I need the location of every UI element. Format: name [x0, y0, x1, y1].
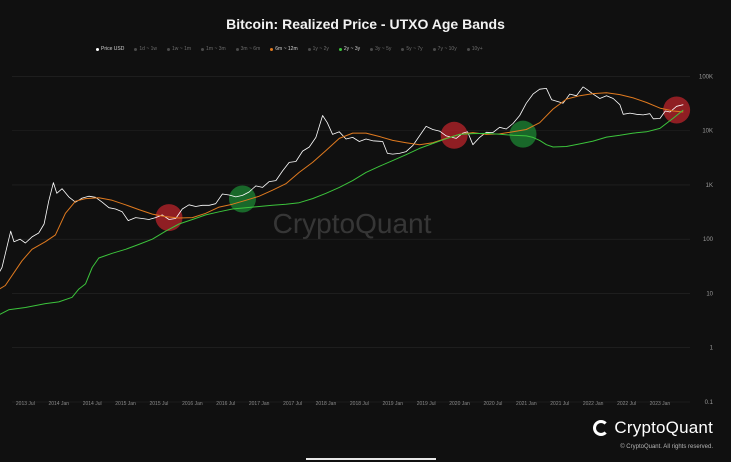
legend-item[interactable]: 3m ~ 6m: [235, 44, 261, 54]
x-tick-label: 2017 Jul: [283, 401, 302, 407]
x-tick-label: 2021 Jul: [550, 401, 569, 407]
x-tick-label: 2022 Jan: [583, 401, 604, 407]
legend-item[interactable]: 3y ~ 5y: [370, 44, 391, 54]
chart-legend: Price USD 1d ~ 1w 1w ~ 1m 1m ~ 3m 3m ~ 6m 6m …: [96, 44, 656, 54]
highlight-circle-green: [509, 120, 537, 148]
legend-item[interactable]: 1d ~ 1w: [134, 44, 157, 54]
copyright: © CryptoQuant. All rights reserved.: [620, 444, 713, 450]
highlight-circle-red: [663, 96, 691, 124]
legend-item[interactable]: 1y ~ 2y: [307, 44, 329, 54]
series-line: [0, 109, 684, 315]
legend-label: 5y ~ 7y: [406, 46, 423, 52]
legend-item[interactable]: 1m ~ 3m: [201, 44, 226, 54]
x-tick-label: 2017 Jan: [249, 401, 270, 407]
x-tick-label: 2019 Jul: [417, 401, 436, 407]
legend-item[interactable]: 10y+: [466, 44, 483, 54]
legend-item[interactable]: Price USD: [96, 44, 124, 54]
legend-item[interactable]: 1w ~ 1m: [167, 44, 191, 54]
x-tick-label: 2021 Jan: [516, 401, 537, 407]
legend-label: 1m ~ 3m: [206, 46, 226, 52]
legend-label: 2y ~ 3y: [343, 46, 361, 52]
brand-logo: CryptoQuant: [593, 418, 713, 438]
legend-label: 1d ~ 1w: [139, 46, 157, 52]
legend-dot-icon: [96, 47, 99, 51]
y-tick-label: 100: [703, 237, 714, 243]
x-tick-label: 2015 Jul: [150, 401, 169, 407]
x-tick-label: 2013 Jul: [16, 401, 35, 407]
legend-dot-icon: [201, 47, 205, 51]
x-tick-label: 2016 Jan: [182, 401, 203, 407]
y-tick-label: 0.1: [705, 400, 714, 406]
x-tick-label: 2022 Jul: [617, 401, 636, 407]
legend-item[interactable]: 7y ~ 10y: [432, 44, 457, 54]
legend-dot-icon: [134, 47, 138, 51]
y-tick-label: 1: [710, 346, 714, 352]
x-tick-label: 2020 Jan: [449, 401, 470, 407]
legend-label: 1y ~ 2y: [312, 46, 329, 52]
x-tick-label: 2014 Jan: [48, 401, 69, 407]
logo-text: CryptoQuant: [614, 418, 713, 437]
x-tick-label: 2018 Jul: [350, 401, 369, 407]
legend-label: 3y ~ 5y: [375, 46, 392, 52]
x-tick-label: 2016 Jul: [216, 401, 235, 407]
legend-label: 7y ~ 10y: [437, 46, 457, 52]
legend-dot-icon: [401, 47, 405, 51]
cryptoquant-logo-icon: [593, 420, 610, 436]
legend-dot-icon: [370, 47, 374, 51]
legend-dot-icon: [235, 47, 239, 51]
y-tick-label: 100K: [699, 74, 713, 80]
legend-label: 6m ~ 12m: [275, 46, 298, 52]
legend-dot-icon: [270, 47, 274, 51]
watermark: CryptoQuant: [273, 208, 432, 239]
x-tick-label: 2015 Jan: [115, 401, 136, 407]
legend-item[interactable]: 5y ~ 7y: [401, 44, 423, 54]
legend-dot-icon: [167, 47, 170, 51]
legend-label: Price USD: [101, 46, 125, 52]
x-tick-label: 2018 Jan: [316, 401, 337, 407]
legend-dot-icon: [466, 47, 470, 51]
x-tick-label: 2014 Jul: [83, 401, 102, 407]
legend-item[interactable]: 2y ~ 3y: [338, 44, 361, 54]
highlight-circle-red: [440, 121, 468, 149]
x-tick-label: 2019 Jan: [382, 401, 403, 407]
legend-dot-icon: [338, 47, 342, 51]
y-tick-label: 10K: [702, 129, 713, 135]
y-tick-label: 10: [706, 291, 713, 297]
series-line: [0, 86, 684, 272]
y-tick-label: 1K: [706, 183, 713, 189]
scroll-indicator: [306, 458, 436, 460]
legend-dot-icon: [307, 47, 311, 51]
legend-label: 1w ~ 1m: [172, 46, 192, 52]
legend-label: 3m ~ 6m: [240, 46, 261, 52]
legend-label: 10y+: [471, 46, 483, 52]
highlight-circle-red: [155, 204, 183, 232]
legend-item[interactable]: 6m ~ 12m: [270, 44, 298, 54]
series-line: [0, 92, 684, 290]
legend-dot-icon: [432, 47, 436, 51]
chart-title: Bitcoin: Realized Price - UTXO Age Bands: [226, 16, 505, 32]
x-tick-label: 2023 Jan: [650, 401, 671, 407]
x-tick-label: 2020 Jul: [483, 401, 502, 407]
